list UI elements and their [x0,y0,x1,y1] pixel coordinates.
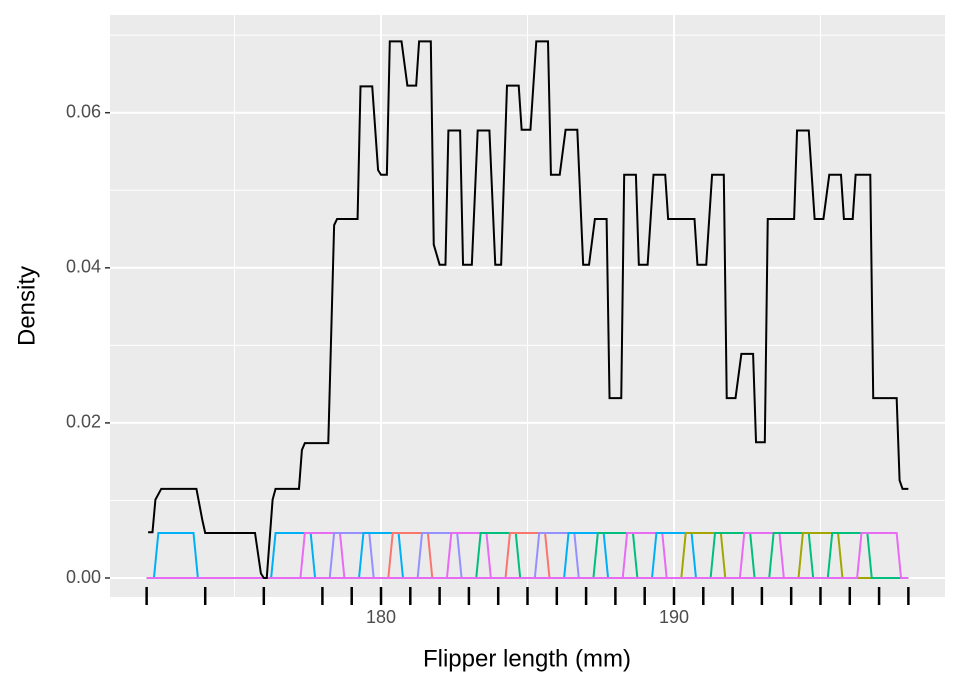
x-axis-title: Flipper length (mm) [423,645,631,672]
density-line [148,40,909,580]
y-tick-label: 0.00 [66,567,101,587]
y-tick-label: 0.06 [66,101,101,121]
y-tick-label: 0.02 [66,412,101,432]
kernel-curve [146,532,909,580]
x-tick-label: 180 [366,607,396,627]
y-tick-label: 0.04 [66,257,101,277]
x-tick-label: 190 [659,607,689,627]
y-axis-title: Density [13,266,40,346]
